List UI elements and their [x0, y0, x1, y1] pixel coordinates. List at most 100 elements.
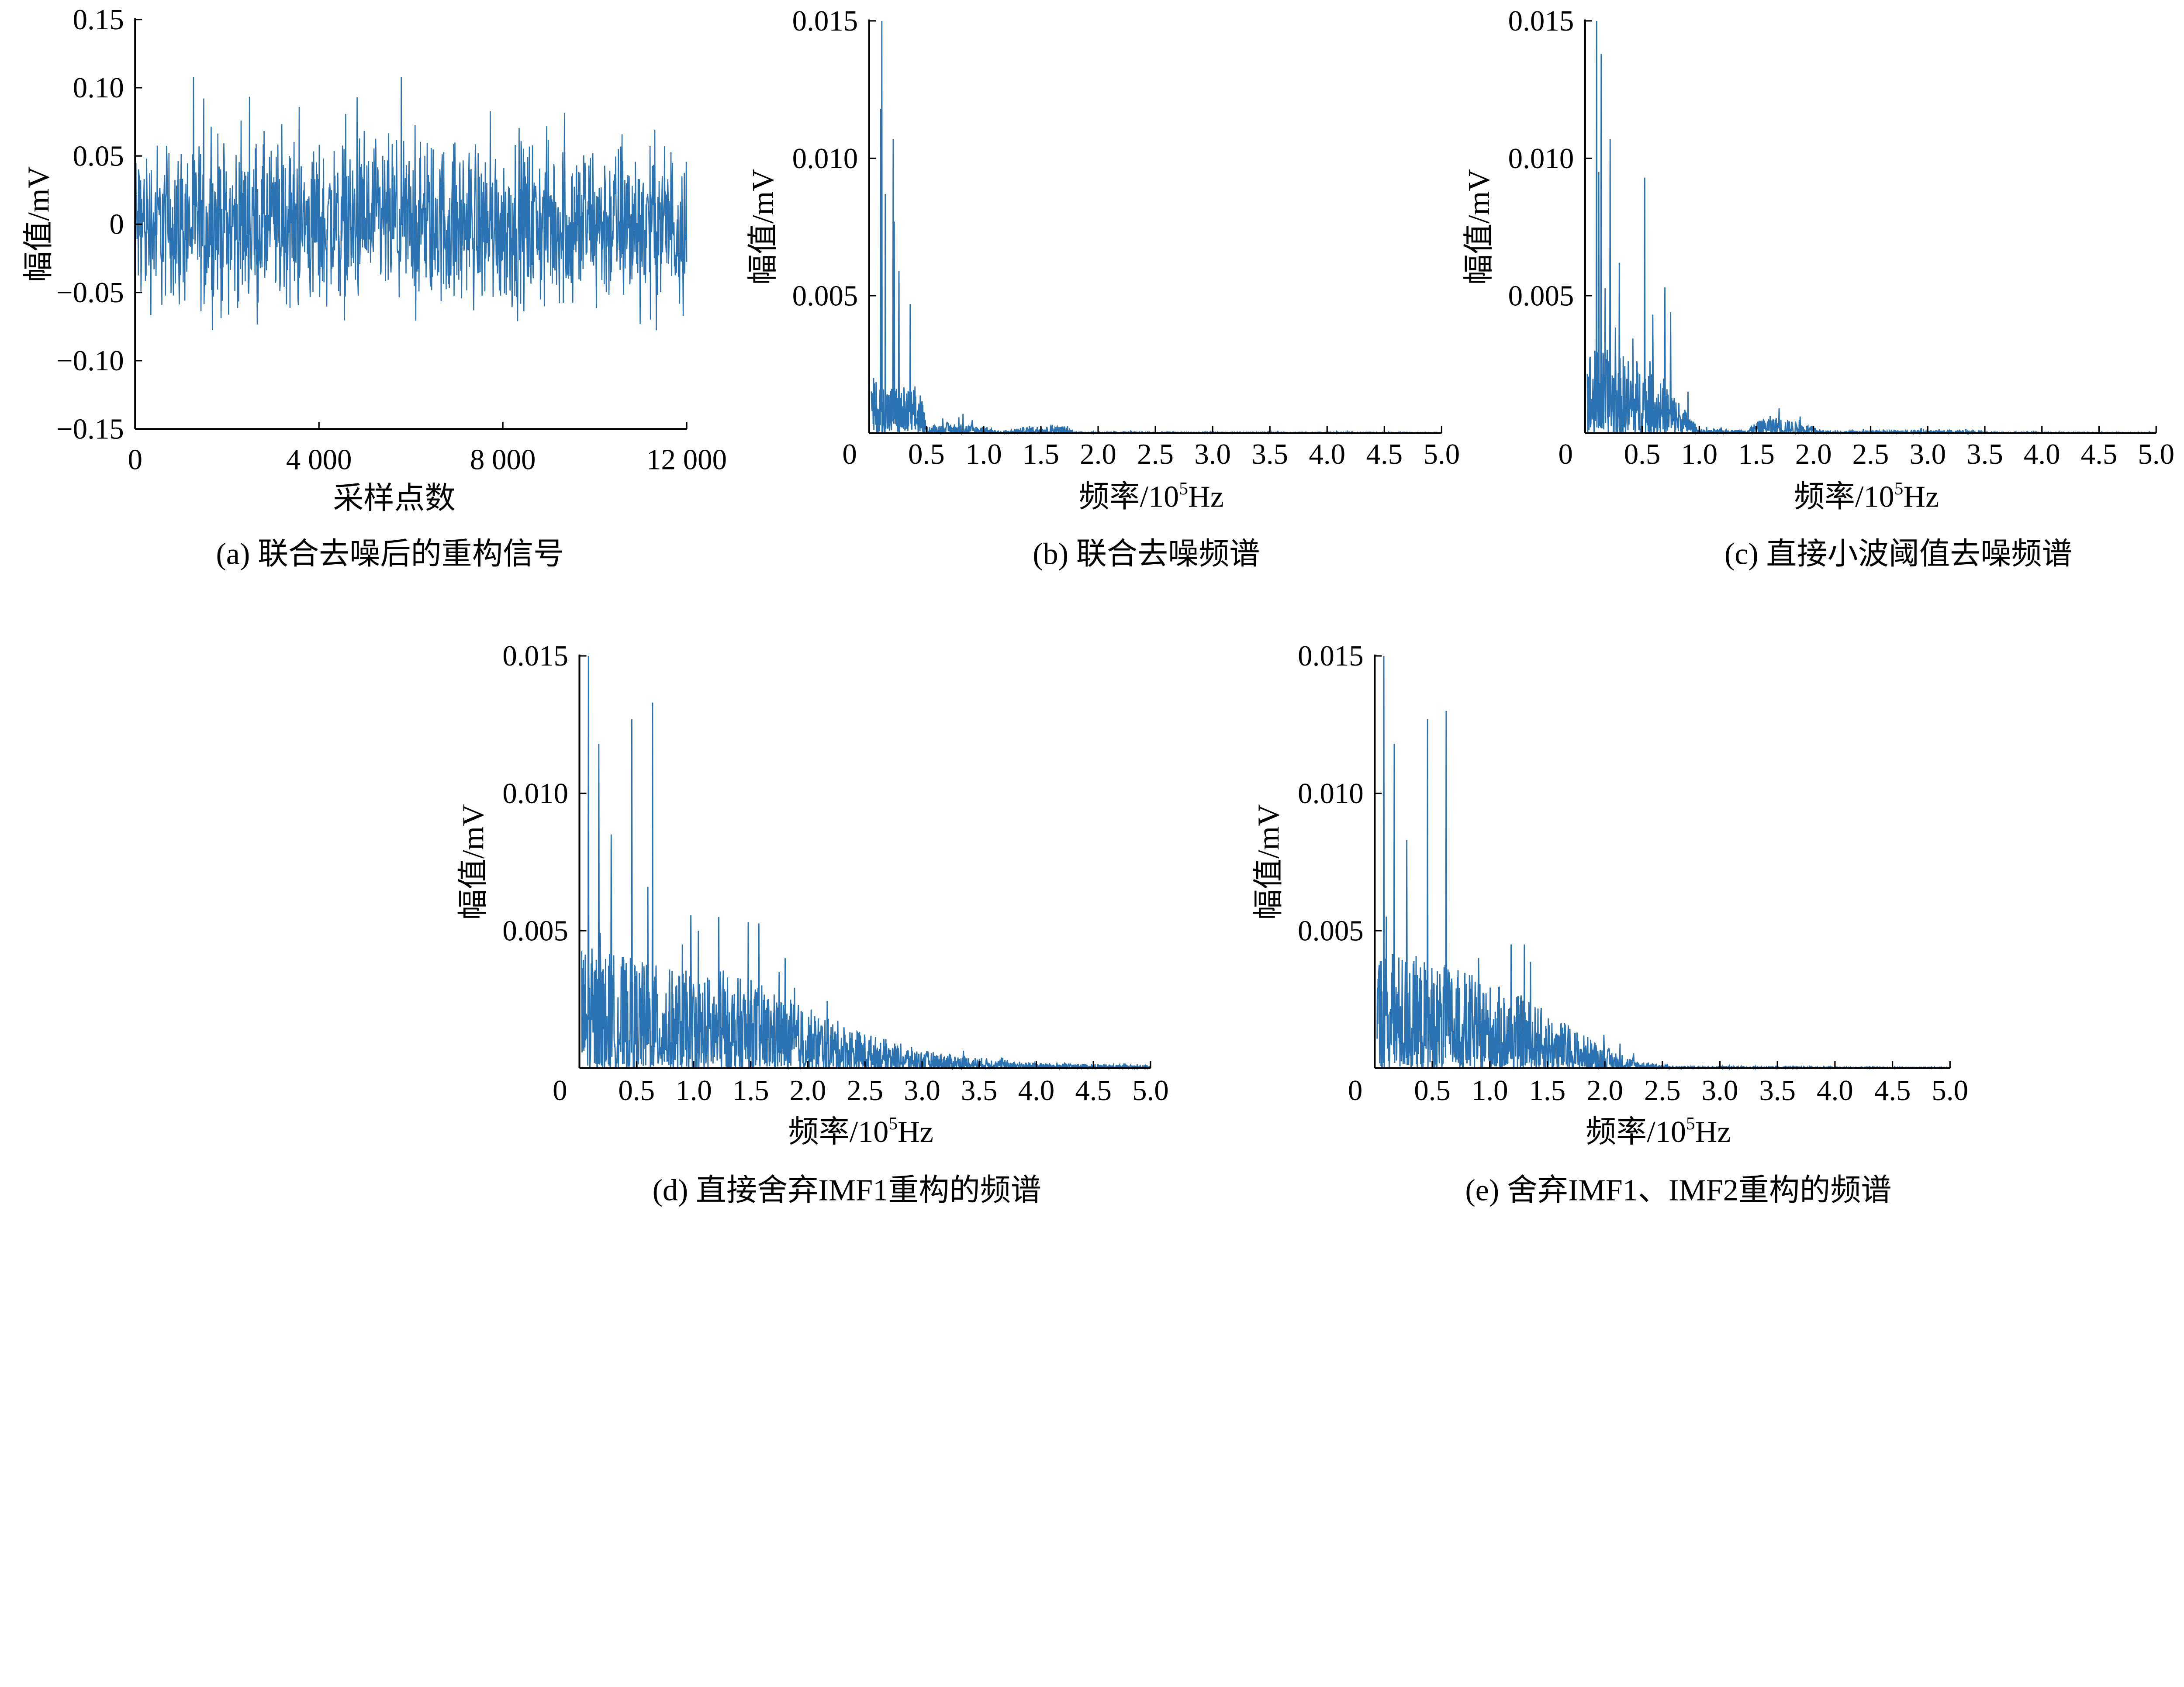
x-tick-label: 3.5: [1251, 438, 1288, 470]
x-tick-label: 4.0: [2024, 438, 2060, 470]
x-tick-label: 1.5: [1529, 1074, 1566, 1107]
x-axis-label: 频率/105Hz: [1586, 1113, 1731, 1149]
y-axis-label: 幅值/mV: [22, 166, 56, 282]
x-tick-label: 0.5: [1414, 1074, 1451, 1107]
x-tick-label: 0: [128, 444, 142, 476]
x-axis-label-exponent: 5: [1686, 1113, 1695, 1133]
panel-a: 0.150.100.050−0.05−0.10−0.150 4 000 8 000 1…: [22, 3, 727, 571]
y-tick-label: 0: [109, 208, 124, 241]
x-tick-label: 3.5: [1759, 1074, 1796, 1107]
x-tick-label: 3.5: [1966, 438, 2003, 470]
y-tick-label: 0.010: [1298, 777, 1364, 810]
x-tick-label: 2.0: [1080, 438, 1116, 470]
spectrum-line: [581, 655, 1151, 1071]
x-axis-label-unit: Hz: [1695, 1115, 1731, 1149]
x-axis-label-main: 频率/10: [1794, 480, 1894, 514]
y-tick-label: −0.15: [56, 413, 124, 445]
x-tick-label: 2.0: [1795, 438, 1832, 470]
x-tick-label: 1.0: [1472, 1074, 1508, 1107]
x-axis-label-main: 频率/10: [1586, 1115, 1686, 1149]
x-tick-label: 0: [553, 1074, 567, 1107]
y-tick-label: 0.005: [792, 279, 858, 312]
x-tick-label: 3.0: [1909, 438, 1946, 470]
x-tick-label: 1.5: [1738, 438, 1775, 470]
y-tick-label: 0.015: [502, 640, 568, 672]
x-tick-label: 4.0: [1309, 438, 1345, 470]
y-axis-label: 幅值/mV: [1462, 169, 1496, 285]
y-tick-label: −0.05: [56, 276, 124, 309]
y-axis-label: 幅值/mV: [456, 804, 491, 920]
x-tick-label: 4.5: [1075, 1074, 1112, 1107]
y-tick-label: 0.015: [1298, 640, 1364, 672]
x-tick-label: 4.5: [1874, 1074, 1911, 1107]
caption: (b) 联合去噪频谱: [1033, 537, 1260, 571]
x-tick-label: 1.0: [965, 438, 1002, 470]
x-tick-label: 1.5: [1023, 438, 1059, 470]
x-axis-label: 频率/105Hz: [788, 1113, 933, 1149]
y-tick-label: 0.05: [73, 140, 124, 172]
x-tick-label: 8 000: [470, 444, 536, 476]
y-tick-label: 0.15: [73, 3, 124, 36]
signal-line: [135, 77, 688, 331]
x-tick-label: 0: [842, 438, 857, 470]
x-tick-label: 3.0: [1702, 1074, 1738, 1107]
x-tick-label: 5.0: [2138, 438, 2174, 470]
x-tick-label: 5.0: [1132, 1074, 1169, 1107]
y-tick-label: 0.010: [502, 777, 568, 810]
x-tick-label: 4.5: [1366, 438, 1403, 470]
x-axis-label-exponent: 5: [1179, 478, 1188, 498]
figure: 0.150.100.050−0.05−0.10−0.150 4 000 8 000 1…: [22, 3, 2174, 1207]
x-tick-label: 12 000: [646, 444, 727, 476]
x-axis-label: 频率/105Hz: [1078, 478, 1223, 514]
x-tick-label: 1.5: [733, 1074, 769, 1107]
x-axis-label-unit: Hz: [1903, 480, 1939, 514]
x-tick-label: 3.0: [904, 1074, 940, 1107]
y-tick-label: 0.10: [73, 72, 124, 104]
x-tick-label: 0: [1558, 438, 1572, 470]
x-tick-label: 4 000: [286, 444, 352, 476]
x-axis-label-main: 频率/10: [788, 1115, 888, 1149]
x-tick-label: 5.0: [1932, 1074, 1968, 1107]
y-tick-label: 0.015: [792, 5, 858, 37]
y-tick-label: −0.10: [56, 345, 124, 377]
y-tick-label: 0.010: [1508, 142, 1574, 175]
panel-d: 0.015 0.010 0.005 0 0.5 1.0 1.5 2.0 2.5 3.0 3.5 4.0…: [456, 640, 1169, 1207]
panel-c: 0.015 0.010 0.005 0 0.5 1.0 1.5 2.0 2.5 3.0 3.5 4.0…: [1462, 5, 2174, 571]
x-axis-label-unit: Hz: [898, 1115, 933, 1149]
x-axis-label: 频率/105Hz: [1794, 478, 1939, 514]
x-tick-label: 2.5: [1137, 438, 1174, 470]
x-tick-label: 4.0: [1018, 1074, 1055, 1107]
x-tick-label: 4.5: [2081, 438, 2118, 470]
x-tick-label: 2.5: [1644, 1074, 1681, 1107]
x-tick-label: 0.5: [908, 438, 945, 470]
y-tick-label: 0.005: [502, 914, 568, 947]
x-tick-label: 0: [1348, 1074, 1362, 1107]
y-tick-label: 0.015: [1508, 5, 1574, 37]
x-tick-label: 2.0: [790, 1074, 826, 1107]
spectrum-line: [871, 21, 1442, 435]
y-axis-label: 幅值/mV: [1251, 804, 1286, 920]
caption: (c) 直接小波阈值去噪频谱: [1724, 537, 2073, 571]
caption: (d) 直接舍弃IMF1重构的频谱: [653, 1173, 1041, 1207]
y-tick-label: 0.005: [1508, 279, 1574, 312]
x-axis-label-main: 频率/10: [1078, 480, 1179, 514]
x-tick-label: 2.5: [847, 1074, 883, 1107]
caption: (e) 舍弃IMF1、IMF2重构的频谱: [1465, 1173, 1891, 1207]
panel-e: 0.015 0.010 0.005 0 0.5 1.0 1.5 2.0 2.5 3.0 3.5 4.0…: [1251, 640, 1968, 1207]
x-tick-label: 0.5: [1624, 438, 1661, 470]
x-axis-label-exponent: 5: [888, 1113, 898, 1133]
caption: (a) 联合去噪后的重构信号: [216, 537, 564, 571]
y-tick-label: 0.005: [1298, 914, 1364, 947]
x-tick-label: 5.0: [1424, 438, 1460, 470]
x-tick-label: 3.0: [1194, 438, 1231, 470]
x-tick-label: 0.5: [618, 1074, 655, 1107]
x-tick-label: 1.0: [675, 1074, 712, 1107]
x-tick-label: 2.5: [1852, 438, 1889, 470]
x-tick-label: 2.0: [1586, 1074, 1623, 1107]
x-tick-label: 3.5: [961, 1074, 998, 1107]
x-axis-label-unit: Hz: [1188, 480, 1224, 514]
panel-b: 0.015 0.010 0.005 0 0.5 1.0 1.5 2.0 2.5 3.0 3.5 4.0…: [746, 5, 1460, 571]
spectrum-line: [1376, 655, 1951, 1070]
y-tick-label: 0.010: [792, 142, 858, 175]
x-tick-label: 4.0: [1817, 1074, 1853, 1107]
